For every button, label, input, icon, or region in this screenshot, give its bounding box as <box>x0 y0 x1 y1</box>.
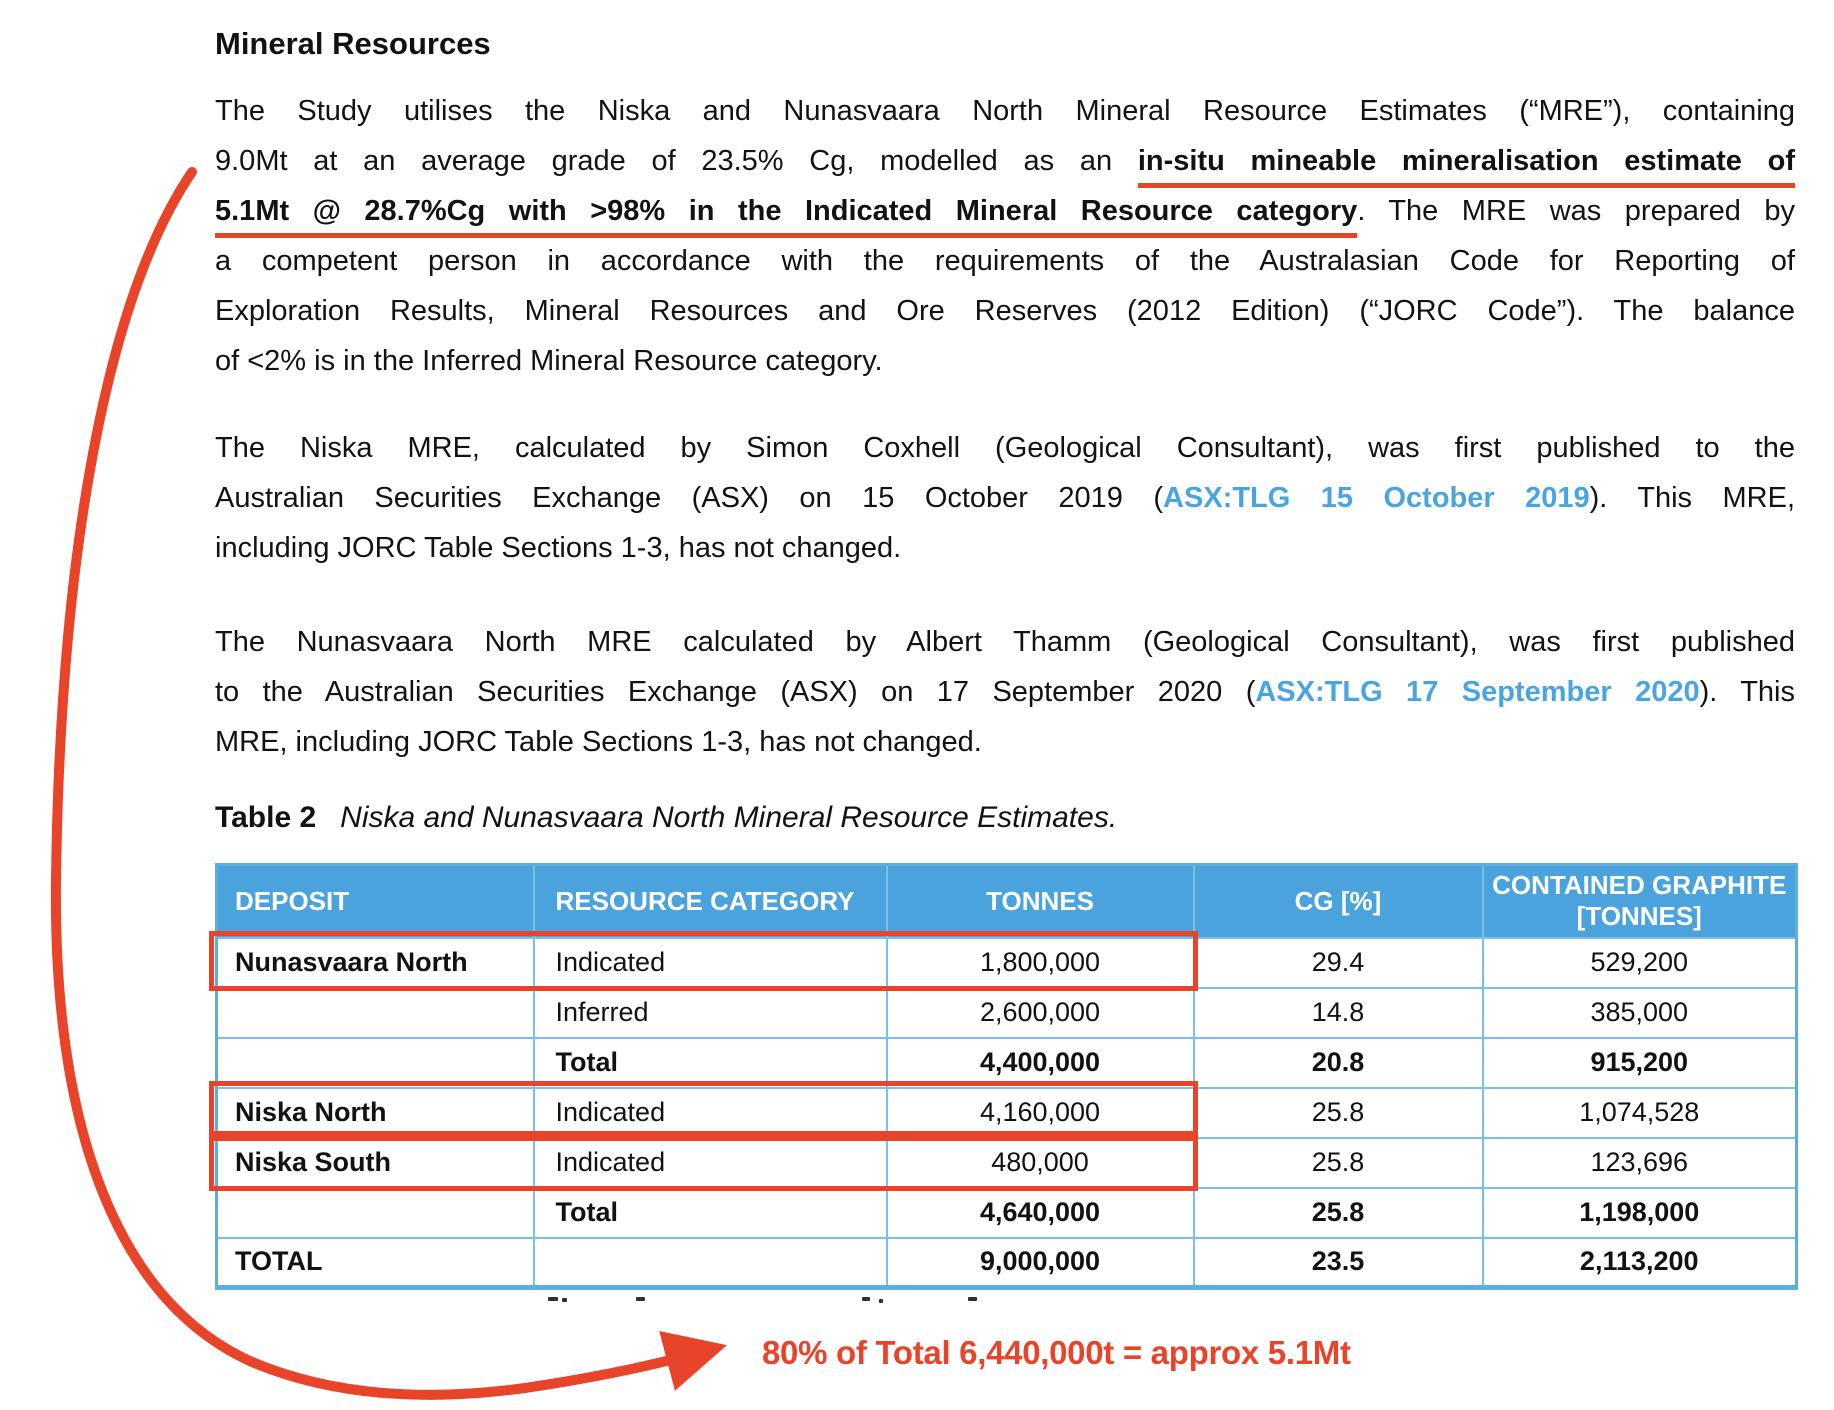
cell-tonnes: 480,000 <box>885 1136 1195 1189</box>
text-segment: ). This MRE, <box>1589 482 1795 514</box>
text-segment: 5.1Mt @ 28.7%Cg with >98% in the Indicat… <box>215 195 1358 227</box>
text-segment: The Niska MRE, calculated by Simon Coxhe… <box>215 432 1795 464</box>
table-caption: Table 2 Niska and Nunasvaara North Minera… <box>215 801 1795 835</box>
table-caption-label: Table 2 <box>215 801 317 834</box>
cell-tonnes: 4,640,000 <box>885 1186 1195 1239</box>
text-line: 5.1Mt @ 28.7%Cg with >98% in the Indicat… <box>215 186 1795 236</box>
cell-category: Indicated <box>532 936 888 989</box>
text-segment: MRE, including JORC Table Sections 1-3, … <box>215 726 982 758</box>
table-row: Total 4,400,000 20.8 915,200 <box>215 1036 1798 1089</box>
text-segment: . The MRE was prepared by <box>1357 195 1795 227</box>
cell-category: Indicated <box>532 1136 888 1189</box>
text-line: 9.0Mt at an average grade of 23.5% Cg, m… <box>215 136 1795 186</box>
text-line: to the Australian Securities Exchange (A… <box>215 667 1795 717</box>
cell-cg: 14.8 <box>1192 986 1484 1039</box>
text-line: The Niska MRE, calculated by Simon Coxhe… <box>215 423 1795 473</box>
cell-tonnes: 2,600,000 <box>885 986 1195 1039</box>
cell-cg: 25.8 <box>1192 1186 1484 1239</box>
text-segment: including JORC Table Sections 1-3, has n… <box>215 532 902 564</box>
text-segment: in-situ mineable mineralisation estimate… <box>1137 145 1795 177</box>
paragraph: The Niska MRE, calculated by Simon Coxhe… <box>215 423 1795 573</box>
cell-tonnes: 9,000,000 <box>885 1236 1195 1290</box>
table-caption-title: Niska and Nunasvaara North Mineral Resou… <box>340 801 1118 834</box>
table-row: Inferred 2,600,000 14.8 385,000 <box>215 986 1798 1039</box>
text-segment: 9.0Mt at an average grade of 23.5% Cg, m… <box>215 145 1138 177</box>
cell-cg: 25.8 <box>1192 1086 1484 1139</box>
cell-contained: 1,198,000 <box>1481 1186 1798 1239</box>
cell-tonnes: 4,400,000 <box>885 1036 1195 1089</box>
mineral-resource-table: DEPOSIT RESOURCE CATEGORY TONNES CG [%] CONT… <box>215 863 1798 1290</box>
table-row: Total 4,640,000 25.8 1,198,000 <box>215 1186 1798 1239</box>
cell-tonnes: 4,160,000 <box>885 1086 1195 1139</box>
cell-deposit <box>215 1036 535 1089</box>
asx-announcement-link[interactable]: ASX:TLG 17 September 2020 <box>1255 676 1700 708</box>
cell-cg: 25.8 <box>1192 1136 1484 1189</box>
cell-category <box>532 1236 888 1290</box>
paragraph: The Nunasvaara North MRE calculated by A… <box>215 617 1795 767</box>
text-line: The Nunasvaara North MRE calculated by A… <box>215 617 1795 667</box>
column-header: TONNES <box>885 863 1195 939</box>
column-header: RESOURCE CATEGORY <box>532 863 888 939</box>
paragraphs: The Study utilises the Niska and Nunasva… <box>215 86 1795 767</box>
cell-deposit: TOTAL <box>215 1236 535 1290</box>
mre-table-head: DEPOSIT RESOURCE CATEGORY TONNES CG [%] CONT… <box>215 863 1798 939</box>
cell-category: Inferred <box>532 986 888 1039</box>
cell-contained: 529,200 <box>1481 936 1798 989</box>
text-line: MRE, including JORC Table Sections 1-3, … <box>215 717 1795 767</box>
cell-contained: 385,000 <box>1481 986 1798 1039</box>
paragraph: The Study utilises the Niska and Nunasva… <box>215 86 1795 386</box>
cell-cg: 29.4 <box>1192 936 1484 989</box>
cell-category: Total <box>532 1186 888 1239</box>
cell-contained: 915,200 <box>1481 1036 1798 1089</box>
table-row: TOTAL 9,000,000 23.5 2,113,200 <box>215 1236 1798 1290</box>
text-line: Australian Securities Exchange (ASX) on … <box>215 473 1795 523</box>
text-line: Exploration Results, Mineral Resources a… <box>215 286 1795 336</box>
table-header-row: DEPOSIT RESOURCE CATEGORY TONNES CG [%] CONT… <box>215 863 1798 939</box>
text-line: including JORC Table Sections 1-3, has n… <box>215 523 1795 573</box>
cell-cg: 23.5 <box>1192 1236 1484 1290</box>
column-header: DEPOSIT <box>215 863 535 939</box>
asx-announcement-link[interactable]: ASX:TLG 15 October 2019 <box>1163 482 1590 514</box>
cell-contained: 2,113,200 <box>1481 1236 1798 1290</box>
text-segment: a competent person in accordance with th… <box>215 245 1795 277</box>
cell-cg: 20.8 <box>1192 1036 1484 1089</box>
text-segment: ). This <box>1699 676 1795 708</box>
table-row: Niska South Indicated 480,000 25.8 123,696 <box>215 1136 1798 1189</box>
page-title: Mineral Resources <box>215 26 491 61</box>
cell-tonnes: 1,800,000 <box>885 936 1195 989</box>
text-segment: to the Australian Securities Exchange (A… <box>215 676 1256 708</box>
document-content: Mineral Resources The Study utilises the… <box>209 26 1798 1290</box>
cell-deposit: Nunasvaara North <box>215 936 535 989</box>
text-segment: Australian Securities Exchange (ASX) on … <box>215 482 1164 514</box>
cell-deposit: Niska South <box>215 1136 535 1189</box>
cell-deposit <box>215 1186 535 1239</box>
text-segment: of <2% is in the Inferred Mineral Resour… <box>215 345 883 377</box>
column-header: CG [%] <box>1192 863 1484 939</box>
cell-deposit: Niska North <box>215 1086 535 1139</box>
cell-category: Total <box>532 1036 888 1089</box>
cell-category: Indicated <box>532 1086 888 1139</box>
text-segment: The Nunasvaara North MRE calculated by A… <box>215 626 1795 658</box>
mre-table-body: Nunasvaara North Indicated 1,800,000 29.4 52… <box>215 936 1798 1290</box>
text-segment: Exploration Results, Mineral Resources a… <box>215 295 1795 327</box>
table-row: Niska North Indicated 4,160,000 25.8 1,074,5… <box>215 1086 1798 1139</box>
table-row: Nunasvaara North Indicated 1,800,000 29.4 52… <box>215 936 1798 989</box>
text-line: of <2% is in the Inferred Mineral Resour… <box>215 336 1795 386</box>
text-line: The Study utilises the Niska and Nunasva… <box>215 86 1795 136</box>
cell-contained: 1,074,528 <box>1481 1086 1798 1139</box>
text-segment: The Study utilises the Niska and Nunasva… <box>215 95 1795 127</box>
annotation-text: 80% of Total 6,440,000t = approx 5.1Mt <box>762 1334 1351 1371</box>
cell-deposit <box>215 986 535 1039</box>
cell-contained: 123,696 <box>1481 1136 1798 1189</box>
table-wrap: DEPOSIT RESOURCE CATEGORY TONNES CG [%] CONT… <box>209 863 1798 1290</box>
column-header: CONTAINED GRAPHITE [TONNES] <box>1481 863 1798 939</box>
text-line: a competent person in accordance with th… <box>215 236 1795 286</box>
